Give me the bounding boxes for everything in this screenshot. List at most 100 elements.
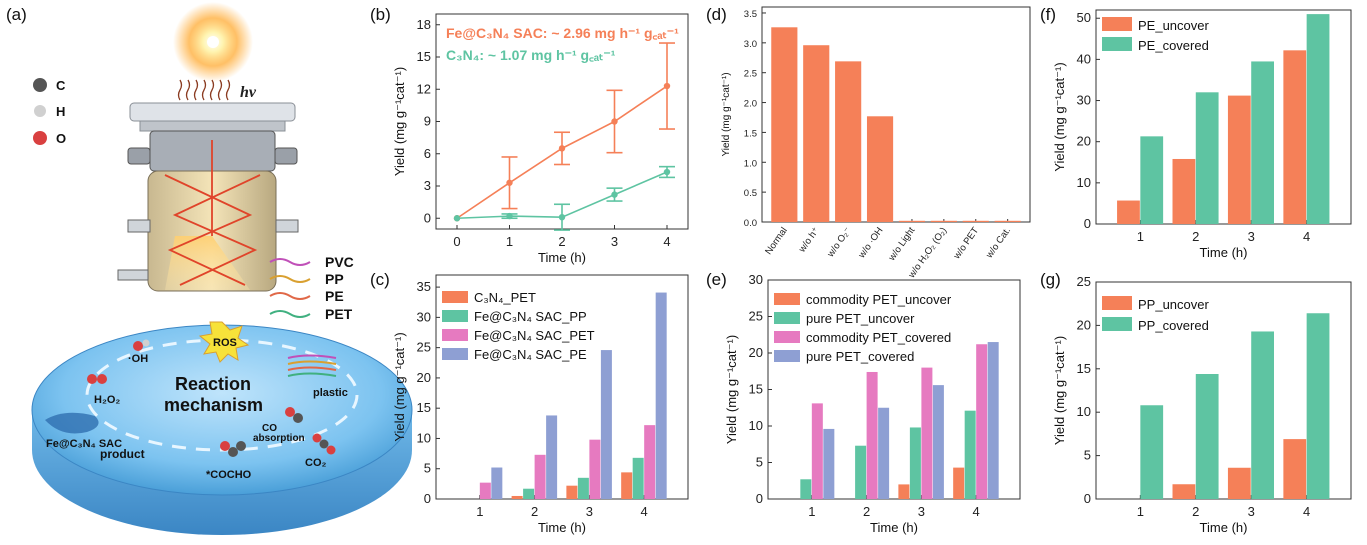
panel-label-d: (d) <box>706 5 727 24</box>
y-tick-label: 25 <box>1077 274 1091 289</box>
photoreactor <box>117 102 299 292</box>
x-tick-label: 1 <box>808 504 815 519</box>
y-axis-label: Yield (mg g⁻¹cat⁻¹) <box>1052 62 1067 171</box>
x-tick-label: 0 <box>453 234 460 249</box>
x-axis-label: Time (h) <box>538 250 586 265</box>
bar-g-s1-c0 <box>1140 405 1164 499</box>
y-tick-label: 2.5 <box>744 69 757 80</box>
y-tick-label: 2.0 <box>744 99 757 110</box>
bar-c-s1-c3 <box>632 457 644 499</box>
pp-line-icon <box>269 275 311 283</box>
y-tick-label: 0 <box>1084 216 1091 231</box>
panel-label-e: (e) <box>706 270 727 289</box>
pvc-line-icon <box>269 258 311 266</box>
legend-label: PE_covered <box>1138 38 1209 53</box>
y-tick-label: 5 <box>424 461 431 476</box>
plastic-pe: PE <box>325 288 344 304</box>
bar-d-s0-c1 <box>803 45 830 222</box>
y-tick-label: 3 <box>424 178 431 193</box>
chart-g: 0 5 10 15 20 25 Yield (mg g⁻¹cat⁻¹) Time (h) 1 2 3… <box>1052 274 1352 535</box>
x-tick-label: Normal <box>763 225 790 256</box>
bar-c-s0-c2 <box>566 485 578 499</box>
x-tick-label: w/o ·OH <box>856 225 886 261</box>
mechanism-title-2: mechanism <box>164 395 263 415</box>
chart-d: 0.0 0.5 1.0 1.5 2.0 2.5 3.0 3.5 Yield (mg g⁻¹cat… <box>721 6 1031 281</box>
data-point <box>611 191 618 198</box>
catalyst-label: Fe@C₃N₄ SAC <box>46 438 122 450</box>
bar-e-s2-c2 <box>921 367 933 499</box>
h2o2-label: H₂O₂ <box>94 394 120 406</box>
legend-label: Fe@C₃N₄ SAC_PET <box>474 328 595 343</box>
x-axis-label: Time (h) <box>870 520 918 535</box>
annotation-c3n4: C₃N₄: ~ 1.07 mg h⁻¹ g꜀ₐₜ⁻¹ <box>446 47 616 63</box>
catalyst-icon <box>45 412 99 434</box>
bar-e-s2-c1 <box>866 371 878 499</box>
x-tick-label: w/o Light <box>886 225 918 264</box>
atom-label-h: H <box>56 104 65 119</box>
y-tick-label: 30 <box>749 272 763 287</box>
x-tick-label: 2 <box>863 504 870 519</box>
bar-c-s3-c1 <box>546 415 558 499</box>
x-tick-label: 1 <box>1137 229 1144 244</box>
y-tick-label: 5 <box>1084 448 1091 463</box>
x-tick-label: 4 <box>1303 229 1310 244</box>
bar-e-s0-c3 <box>953 467 965 499</box>
oh-label: ·OH <box>128 353 148 365</box>
data-point <box>611 118 618 125</box>
y-tick-label: 0.0 <box>744 218 757 229</box>
y-axis-label: Yield (mg g⁻¹cat⁻¹) <box>1052 336 1067 445</box>
bar-e-s1-c1 <box>855 445 867 499</box>
bar-f-s1-c3 <box>1306 14 1330 224</box>
bar-f-s1-c0 <box>1140 136 1164 224</box>
y-axis-label: Yield (mg g⁻¹cat⁻¹) <box>721 72 732 156</box>
pet-line-icon <box>269 310 311 318</box>
absorption-label: absorption <box>253 433 305 444</box>
legend-label: Fe@C₃N₄ SAC_PE <box>474 347 587 362</box>
legend-label: PP_uncover <box>1138 297 1209 312</box>
data-point <box>558 213 566 221</box>
bar-f-s1-c1 <box>1195 92 1219 224</box>
y-tick-label: 10 <box>1077 404 1091 419</box>
chart-c: 0 5 10 15 20 25 30 35 Yield (mg g⁻¹cat⁻¹) Time (h… <box>392 274 689 535</box>
legend-label: PE_uncover <box>1138 18 1209 33</box>
plastic-label: plastic <box>313 387 348 399</box>
bar-c-s3-c2 <box>600 350 612 499</box>
x-tick-label: w/o h⁺ <box>796 225 821 255</box>
legend-swatch <box>774 293 800 305</box>
data-point <box>506 179 513 186</box>
legend-swatch <box>774 312 800 324</box>
mechanism-disk: Reaction mechanism ROS ·OH H₂O₂ Fe@C₃N₄ … <box>31 321 413 535</box>
bar-d-s0-c3 <box>866 116 894 222</box>
data-point <box>663 82 671 90</box>
bar-g-s1-c1 <box>1195 374 1219 499</box>
data-point <box>663 168 671 176</box>
legend-swatch <box>442 291 468 303</box>
y-axis-label: Yield (mg g⁻¹cat⁻¹) <box>392 67 407 176</box>
y-tick-label: 20 <box>1077 134 1091 149</box>
y-tick-label: 5 <box>756 455 763 470</box>
carbon-atom-icon <box>33 78 47 92</box>
y-tick-label: 18 <box>417 17 431 32</box>
bar-e-s3-c2 <box>932 385 944 499</box>
bar-c-s3-c0 <box>491 467 503 499</box>
y-axis-label: Yield (mg g⁻¹cat⁻¹) <box>392 332 407 441</box>
y-tick-label: 0 <box>1084 491 1091 506</box>
bar-c-s1-c2 <box>577 477 589 499</box>
data-point <box>453 215 461 222</box>
plastic-legend: PVC PP PE PET <box>269 254 354 322</box>
legend-swatch <box>774 350 800 362</box>
y-tick-label: 50 <box>1077 10 1091 25</box>
x-tick-label: 2 <box>1192 229 1199 244</box>
bar-g-s0-c1 <box>1172 484 1196 499</box>
legend-swatch <box>1102 296 1132 310</box>
atom-label-o: O <box>56 131 66 146</box>
co2-label: CO₂ <box>305 457 327 469</box>
bar-c-s3-c3 <box>655 292 667 499</box>
y-tick-label: 12 <box>417 81 431 96</box>
plastic-strands-icon <box>287 354 337 377</box>
hydrogen-atom-icon <box>34 105 46 117</box>
y-tick-label: 6 <box>424 146 431 161</box>
plastic-pp: PP <box>325 271 344 287</box>
